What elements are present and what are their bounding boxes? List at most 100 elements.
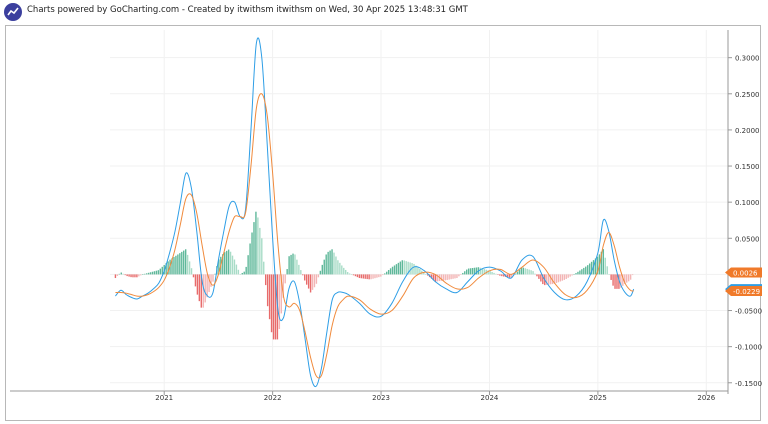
histogram-bar: [142, 274, 144, 275]
histogram-bar: [153, 271, 156, 275]
histogram-bar: [436, 274, 439, 282]
histogram-bar: [274, 274, 277, 340]
histogram-bar: [183, 250, 185, 275]
histogram-bar: [114, 274, 117, 279]
chart-header: Charts powered by GoCharting.com - Creat…: [0, 0, 768, 24]
histogram-bar: [600, 251, 603, 275]
histogram-bar: [413, 263, 415, 275]
histogram-bar: [627, 274, 630, 282]
histogram-bar: [206, 274, 208, 298]
histogram-bar: [464, 271, 466, 275]
histogram-bar: [378, 274, 380, 278]
histogram-bar: [194, 274, 197, 287]
histogram-bar: [225, 250, 228, 275]
histogram-bar: [577, 271, 579, 275]
histogram-bar: [450, 274, 452, 280]
histogram-bar: [585, 266, 587, 275]
histogram-bar: [294, 254, 296, 275]
histogram-bar: [604, 257, 606, 275]
histogram-bar: [514, 273, 517, 275]
histogram-bar: [518, 269, 521, 275]
histogram-bar: [124, 274, 126, 276]
histogram-bar: [583, 267, 585, 275]
histogram-bar: [469, 268, 472, 275]
histogram-bar: [138, 274, 140, 277]
histogram-bar: [481, 268, 484, 275]
histogram-bar: [272, 274, 275, 340]
histogram-bar: [374, 274, 376, 279]
histogram-bar: [547, 274, 550, 285]
histogram-bar: [122, 273, 124, 275]
histogram-bar: [456, 274, 458, 279]
histogram-bar: [467, 268, 470, 275]
histogram-bar: [389, 268, 392, 275]
histogram-bar: [415, 265, 417, 275]
histogram-bar: [407, 261, 409, 275]
histogram-bar: [286, 269, 288, 275]
histogram-bar: [263, 261, 265, 275]
histogram-bar: [538, 274, 540, 279]
histogram-bar: [202, 274, 204, 308]
histogram-bar: [530, 270, 532, 275]
histogram-bar: [581, 269, 583, 275]
histogram-bar: [323, 259, 325, 275]
histogram-bar: [528, 269, 530, 275]
histogram-bar: [118, 273, 121, 275]
histogram-bar: [503, 274, 505, 277]
x-tick-label: 2021: [155, 394, 173, 402]
histogram-bar: [239, 274, 242, 275]
histogram-bar: [549, 274, 552, 285]
histogram-bar: [426, 274, 429, 276]
histogram-bar: [327, 251, 329, 275]
histogram-bar: [393, 265, 396, 275]
histogram-bar: [222, 254, 224, 275]
histogram-bar: [506, 274, 509, 278]
histogram-bar: [563, 274, 565, 280]
histogram-bar: [561, 274, 564, 281]
histogram-bar: [145, 273, 148, 275]
histogram-bar: [454, 274, 456, 279]
y-tick-label: -0.1000: [735, 344, 762, 352]
histogram-bar: [198, 274, 201, 302]
histogram-bar: [567, 274, 569, 278]
histogram-bar: [247, 255, 249, 275]
histogram-bar: [266, 274, 269, 307]
histogram-bar: [391, 266, 394, 275]
y-tick-label: 0.3000: [735, 55, 760, 63]
y-tick-label: -0.1500: [735, 380, 762, 388]
chart-frame: [5, 25, 761, 421]
histogram-bar: [395, 264, 398, 275]
badge-text: 0.0026: [733, 269, 758, 277]
histogram-bar: [184, 249, 187, 275]
histogram-bar: [116, 274, 119, 276]
histogram-bar: [536, 274, 538, 277]
histogram-bar: [526, 268, 528, 275]
badge-shape: [725, 267, 762, 278]
histogram-bar: [508, 274, 511, 278]
histogram-bar: [520, 267, 523, 275]
last-value-badge: 0.0026: [725, 267, 762, 278]
histogram-bar: [524, 268, 526, 275]
histogram-bar: [631, 274, 634, 276]
y-tick-label: 0.0500: [735, 235, 760, 243]
histogram-bar: [587, 265, 589, 275]
histogram-bar: [161, 266, 163, 275]
histogram-bar: [243, 271, 245, 275]
histogram-bar: [495, 273, 497, 275]
histogram-bar: [259, 227, 261, 275]
histogram-bar: [534, 273, 536, 275]
histogram-bar: [241, 272, 243, 275]
histogram-bar: [311, 274, 314, 290]
histogram-bar: [475, 267, 478, 275]
histogram-bar: [319, 270, 322, 275]
histogram-bar: [385, 271, 388, 275]
histogram-bar: [440, 274, 443, 281]
histogram-bar: [214, 273, 216, 275]
x-tick-label: 2025: [589, 394, 607, 402]
macd-line: [115, 37, 635, 388]
histogram-bar: [233, 259, 236, 275]
histogram-bar: [510, 274, 513, 278]
histogram-bar: [126, 274, 128, 277]
x-axis: 2021 2022 2023 2024 2025 2026: [10, 390, 728, 402]
